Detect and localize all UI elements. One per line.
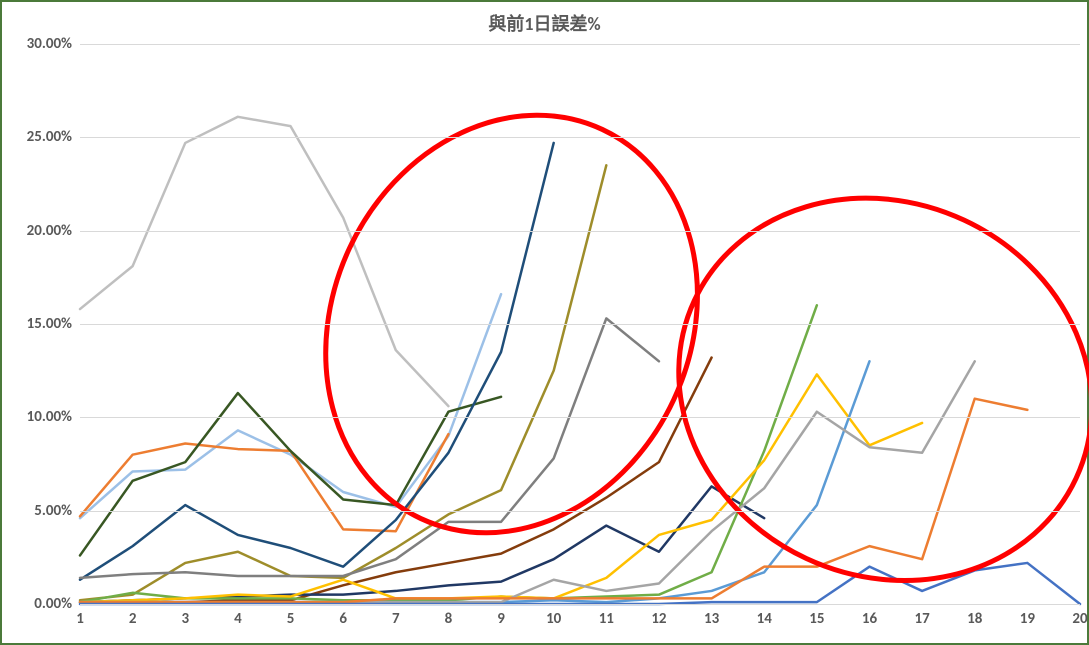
x-tick-label: 11 [599,604,614,628]
x-tick-label: 12 [651,604,666,628]
gridline [80,604,1080,605]
y-tick-label: 15.00% [27,315,80,333]
series-s_orange_b [80,399,1027,602]
series-s_navy [80,143,554,580]
y-tick-label: 10.00% [27,408,80,426]
gridline [80,511,1080,512]
x-tick-label: 20 [1072,604,1087,628]
gridline [80,324,1080,325]
chart-title: 與前1日誤差% [2,10,1087,36]
x-tick-label: 17 [914,604,929,628]
series-s_gray2 [80,361,975,602]
y-tick-label: 25.00% [27,128,80,146]
series-s_midblue [80,486,764,602]
x-tick-label: 3 [181,604,189,628]
x-tick-label: 2 [129,604,137,628]
annotation-ellipse-2 [616,131,1089,645]
series-s_lightblue [80,294,501,518]
gridline [80,231,1080,232]
series-s_lightgray [80,117,448,406]
x-tick-label: 6 [339,604,347,628]
x-tick-label: 15 [809,604,824,628]
x-tick-label: 9 [497,604,505,628]
series-s_orange_a [80,434,448,531]
gridline [80,137,1080,138]
x-tick-label: 14 [757,604,772,628]
chart-frame: 與前1日誤差% 0.00%5.00%10.00%15.00%20.00%25.0… [0,0,1089,645]
gridline [80,417,1080,418]
x-tick-label: 16 [862,604,877,628]
y-tick-label: 5.00% [34,502,80,520]
x-tick-label: 4 [234,604,242,628]
gridline [80,44,1080,45]
y-tick-label: 30.00% [27,35,80,53]
x-tick-label: 10 [546,604,561,628]
x-tick-label: 1 [76,604,84,628]
x-tick-label: 7 [392,604,400,628]
x-tick-label: 5 [287,604,295,628]
y-tick-label: 0.00% [34,595,80,613]
x-tick-label: 19 [1020,604,1035,628]
x-tick-label: 8 [445,604,453,628]
x-tick-label: 18 [967,604,982,628]
x-tick-label: 13 [704,604,719,628]
y-tick-label: 20.00% [27,222,80,240]
plot-area: 0.00%5.00%10.00%15.00%20.00%25.00%30.00%… [80,44,1080,604]
